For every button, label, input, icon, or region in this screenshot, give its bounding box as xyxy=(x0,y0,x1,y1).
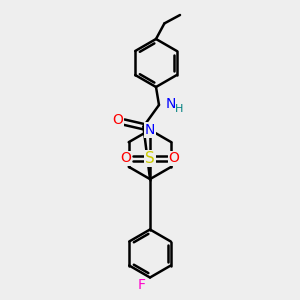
Text: H: H xyxy=(175,103,184,114)
Text: O: O xyxy=(112,113,123,127)
Text: F: F xyxy=(138,278,146,292)
Text: O: O xyxy=(121,152,131,165)
Text: S: S xyxy=(145,151,155,166)
Text: N: N xyxy=(166,98,176,111)
Text: N: N xyxy=(145,123,155,137)
Text: O: O xyxy=(169,152,179,165)
